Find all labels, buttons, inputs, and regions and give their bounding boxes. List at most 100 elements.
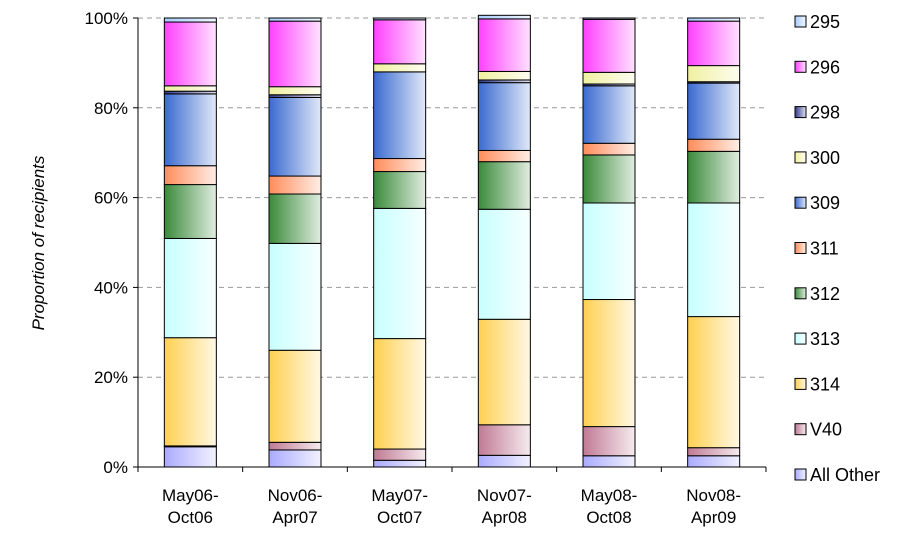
bar-segment [268, 17, 322, 22]
bar-segment [477, 424, 531, 456]
bar-segment [373, 338, 427, 450]
bar-segment [373, 17, 427, 21]
bar-segment [687, 138, 741, 152]
legend-label: 309 [810, 193, 840, 213]
bar-segment [163, 85, 217, 92]
bar-segment [582, 18, 636, 73]
y-axis-label: Proportion of recipients [29, 155, 48, 330]
y-tick-labels: 0% 20% 40% 60% 80% 100% [85, 9, 128, 477]
bar-segment [582, 154, 636, 204]
legend-swatch [794, 151, 807, 164]
legend-swatch [794, 60, 807, 73]
bar-segment [582, 142, 636, 156]
y-tick-label: 20% [94, 368, 128, 387]
bar-segment [477, 208, 531, 320]
bar-segment [373, 459, 427, 468]
bar-segment [582, 299, 636, 428]
x-tick-label: May06-Oct06 [162, 486, 219, 527]
legend-swatch [794, 468, 807, 481]
legend-swatch [794, 196, 807, 209]
bar-segment [687, 150, 741, 204]
bar-segment [687, 65, 741, 83]
legend-item: 309 [794, 193, 840, 213]
legend-item: 298 [794, 103, 840, 123]
legend-label: 311 [810, 239, 839, 259]
bar-segment [163, 21, 217, 87]
legend-swatch [794, 332, 807, 345]
bar-stack [268, 17, 322, 468]
bar-segment [477, 318, 531, 426]
bar-segment [373, 63, 427, 73]
gridlines [138, 17, 766, 378]
bar-segment [163, 446, 217, 468]
bar-segment [268, 193, 322, 244]
legend-item: All Other [794, 465, 880, 485]
x-tick-label: May07-Oct07 [371, 486, 428, 527]
bar-segment [582, 426, 636, 457]
x-tick-label: Nov07-Apr08 [477, 486, 532, 527]
bar-stack [477, 14, 531, 468]
bar-segment [687, 455, 741, 468]
legend-swatch [794, 377, 807, 390]
legend-item: 311 [794, 239, 839, 259]
bar-stack [373, 17, 427, 468]
bar-segment [163, 237, 217, 339]
legend-swatch [794, 423, 807, 436]
legend-swatch [794, 15, 807, 28]
bar-segment [477, 82, 531, 151]
bar-segment [582, 202, 636, 301]
bar-segment [268, 242, 322, 351]
bar-segment [268, 349, 322, 443]
legend-item: 296 [794, 57, 840, 77]
x-tick-label: May08-Oct08 [581, 486, 638, 527]
bar-segment [477, 14, 531, 20]
bar-segment [373, 19, 427, 65]
bars [163, 14, 741, 468]
bar-segment [268, 96, 322, 177]
bar-stack [582, 17, 636, 468]
legend-item: 314 [794, 374, 840, 394]
bar-segment [582, 85, 636, 144]
axes [133, 17, 767, 472]
legend-item: 300 [794, 148, 840, 168]
legend-label: 312 [810, 284, 840, 304]
x-tick-label: Nov08-Apr09 [686, 486, 741, 527]
legend-label: 314 [810, 374, 840, 394]
bar-segment [687, 17, 741, 22]
legend-item: 313 [794, 329, 840, 349]
bar-segment [687, 82, 741, 140]
bar-segment [268, 175, 322, 195]
bar-segment [582, 455, 636, 468]
legend-label: 295 [810, 12, 840, 32]
bar-stack [687, 17, 741, 468]
bar-segment [163, 184, 217, 239]
y-tick-label: 80% [94, 99, 128, 118]
bar-stack [163, 17, 217, 468]
x-tick-labels: May06-Oct06 Nov06-Apr07 May07-Oct07 Nov07-A… [162, 486, 741, 527]
bar-segment [373, 158, 427, 173]
legend-swatch [794, 242, 807, 254]
bar-segment [687, 202, 741, 318]
bar-segment [687, 447, 741, 457]
bar-segment [373, 207, 427, 340]
bar-segment [373, 171, 427, 209]
bar-segment [477, 18, 531, 72]
bar-segment [268, 441, 322, 451]
legend-label: 313 [810, 329, 840, 349]
bar-segment [477, 149, 531, 163]
legend-label: All Other [810, 465, 880, 485]
bar-segment [373, 448, 427, 461]
legend: 295 296 298 300 309 311 312 313 314 V40 All Other [794, 12, 880, 485]
bar-segment [268, 20, 322, 88]
legend-label: 296 [810, 57, 840, 77]
y-tick-label: 0% [103, 458, 128, 477]
bar-segment [373, 71, 427, 160]
legend-item: 295 [794, 12, 840, 32]
legend-item: 312 [794, 284, 840, 304]
bar-segment [477, 161, 531, 210]
bar-segment [477, 70, 531, 81]
legend-label: V40 [810, 420, 842, 440]
legend-item: V40 [794, 420, 842, 440]
bar-segment [163, 337, 217, 447]
